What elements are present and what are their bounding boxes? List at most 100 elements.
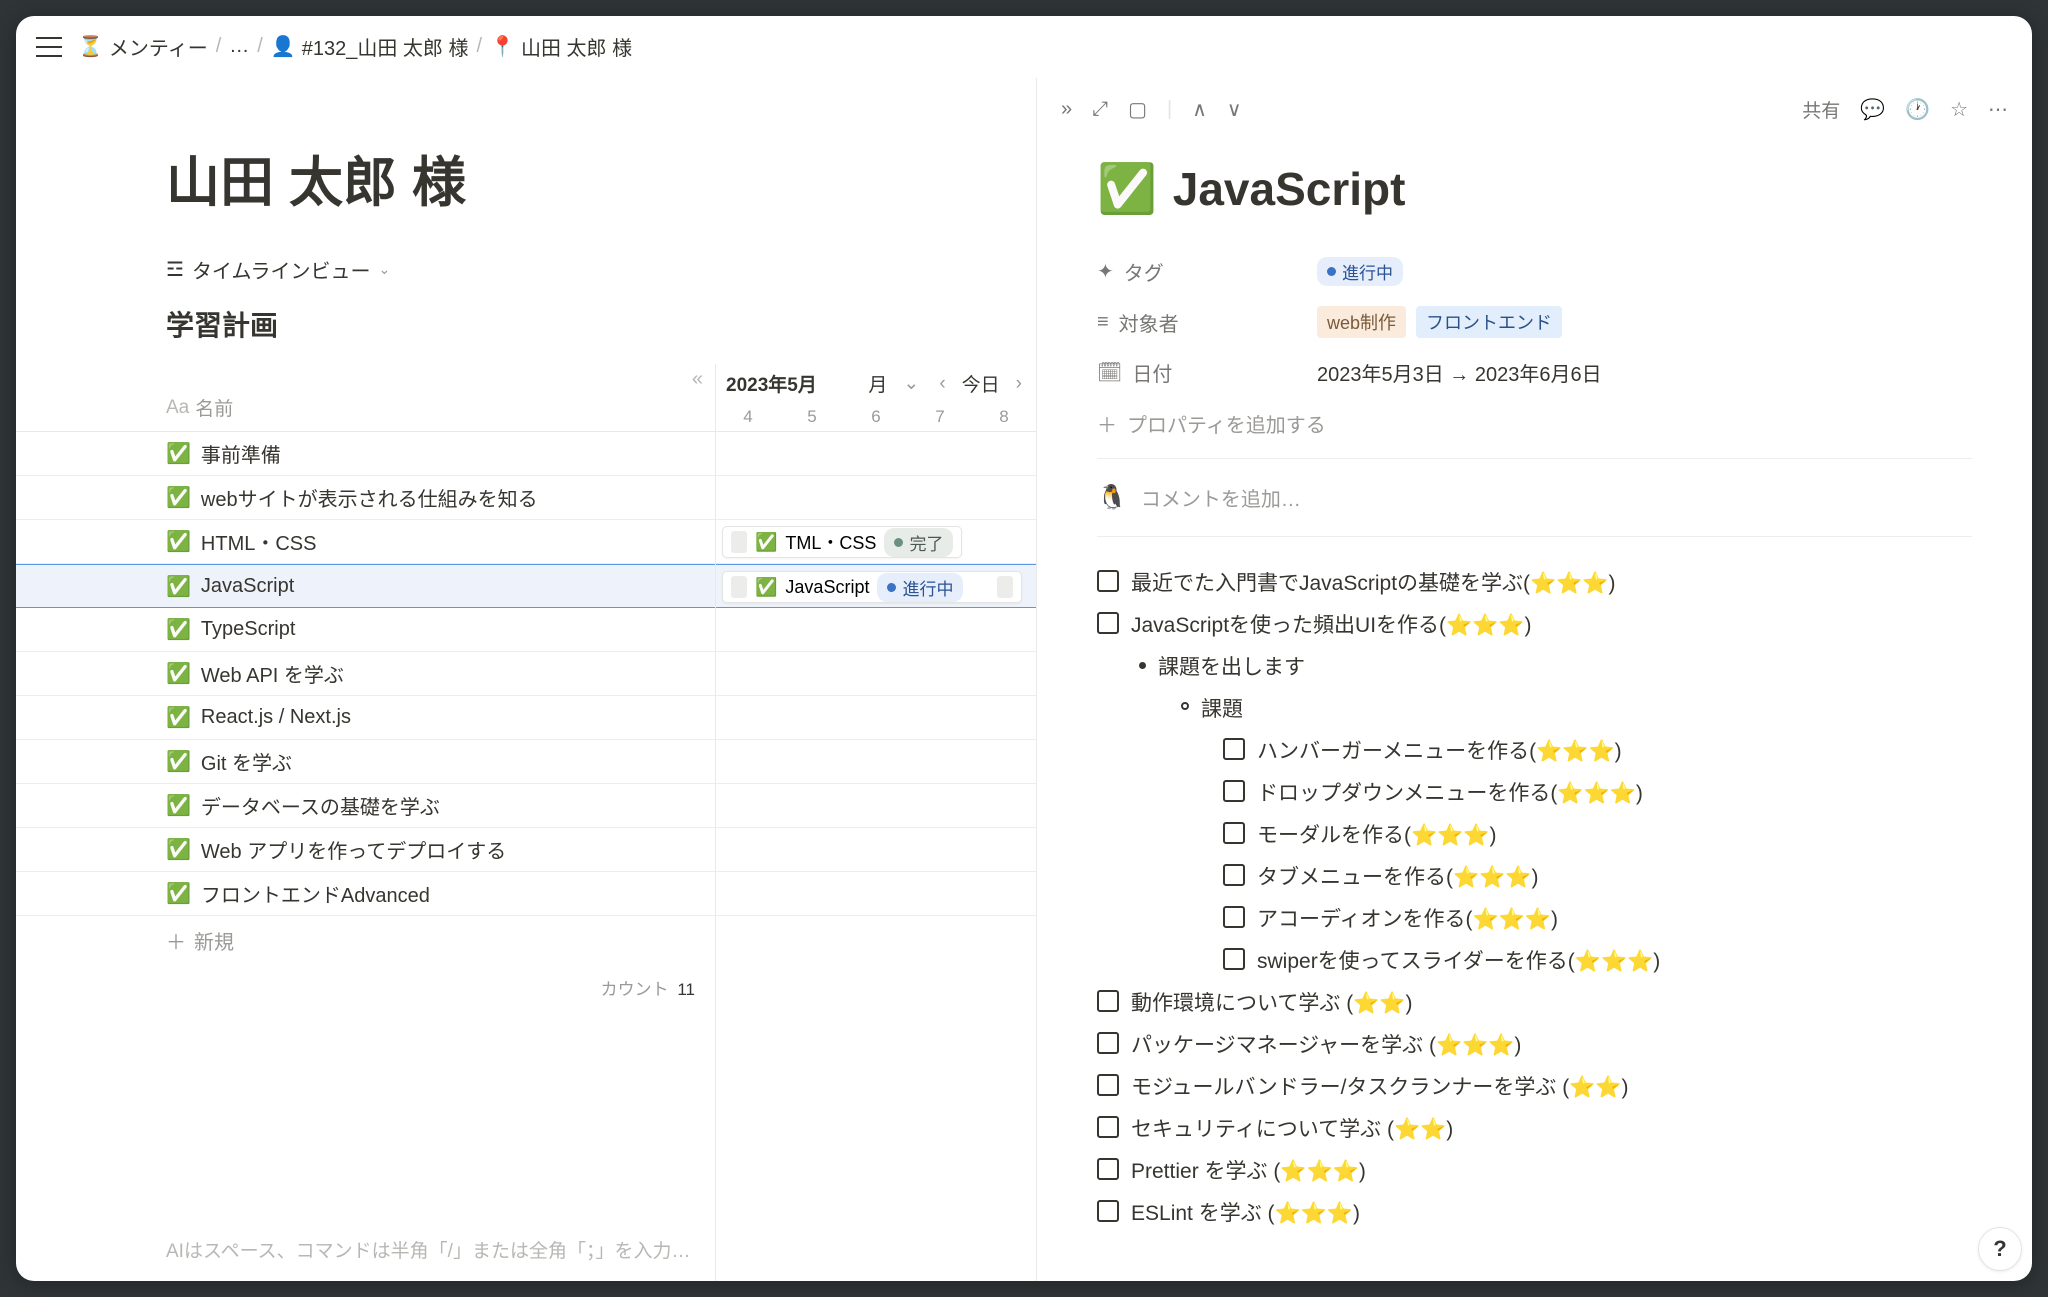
- period-selector[interactable]: 月: [868, 370, 887, 397]
- table-row[interactable]: ✅HTML・CSS: [16, 520, 715, 564]
- checkbox[interactable]: [1223, 906, 1245, 928]
- check-item[interactable]: セキュリティについて学ぶ (⭐⭐): [1097, 1107, 1972, 1149]
- row-label: データベースの基礎を学ぶ: [201, 791, 440, 820]
- down-icon[interactable]: ∨: [1227, 97, 1242, 122]
- today-button[interactable]: 今日: [962, 370, 1000, 397]
- check-item-label: ESLint を学ぶ (⭐⭐⭐): [1131, 1197, 1360, 1227]
- expand-icon[interactable]: »: [1061, 98, 1072, 121]
- new-row-button[interactable]: ＋ 新規: [16, 916, 715, 965]
- checkbox[interactable]: [1223, 780, 1245, 802]
- view-selector[interactable]: ☲ タイムラインビュー ⌄: [16, 247, 1036, 292]
- table-row[interactable]: ✅webサイトが表示される仕組みを知る: [16, 476, 715, 520]
- property-tag[interactable]: ✦ タグ 進行中: [1097, 247, 1972, 296]
- timeline-row[interactable]: [716, 608, 1036, 652]
- timeline-row[interactable]: ✅ TML・CSS 完了: [716, 520, 1036, 564]
- drag-handle-icon[interactable]: [731, 576, 747, 598]
- checkbox[interactable]: [1097, 1074, 1119, 1096]
- database-title: 学習計画: [16, 292, 1036, 364]
- comment-input[interactable]: 🐧 コメントを追加…: [1097, 459, 1972, 537]
- checkbox[interactable]: [1097, 1116, 1119, 1138]
- check-item[interactable]: ESLint を学ぶ (⭐⭐⭐): [1097, 1191, 1972, 1233]
- name-column-header[interactable]: « Aa 名前: [16, 364, 715, 432]
- check-item[interactable]: JavaScriptを使った頻出UIを作る(⭐⭐⭐): [1097, 603, 1972, 645]
- timeline-row[interactable]: [716, 872, 1036, 916]
- breadcrumb-item-4[interactable]: 📍 山田 太郎 様: [490, 32, 632, 61]
- prev-button[interactable]: ‹: [935, 373, 949, 395]
- month-label[interactable]: 2023年5月: [726, 370, 817, 397]
- share-button[interactable]: 共有: [1802, 96, 1840, 123]
- sub-check-item[interactable]: ハンバーガーメニューを作る(⭐⭐⭐): [1097, 729, 1972, 771]
- detail-title: ✅ JavaScript: [1097, 160, 1972, 217]
- breadcrumb-item-3[interactable]: 👤 #132_山田 太郎 様: [271, 32, 469, 61]
- check-icon: ✅: [166, 661, 191, 686]
- drag-handle-icon[interactable]: [997, 576, 1013, 598]
- sub-check-item[interactable]: タブメニューを作る(⭐⭐⭐): [1097, 855, 1972, 897]
- timeline-row[interactable]: [716, 740, 1036, 784]
- timeline-row[interactable]: [716, 784, 1036, 828]
- tag-in-progress[interactable]: 進行中: [1317, 257, 1403, 286]
- chevron-down-icon[interactable]: ⌄: [899, 372, 923, 395]
- timeline-row[interactable]: [716, 476, 1036, 520]
- checkbox[interactable]: [1097, 570, 1119, 592]
- check-item[interactable]: Prettier を学ぶ (⭐⭐⭐): [1097, 1149, 1972, 1191]
- check-icon: ✅: [166, 793, 191, 818]
- add-property-button[interactable]: ＋ プロパティを追加する: [1097, 397, 1972, 459]
- checkbox[interactable]: [1097, 612, 1119, 634]
- drag-handle-icon[interactable]: [731, 531, 747, 553]
- timeline-row[interactable]: ✅ JavaScript 進行中: [716, 564, 1036, 608]
- checkbox[interactable]: [1097, 1032, 1119, 1054]
- chip-frontend[interactable]: フロントエンド: [1416, 306, 1562, 338]
- divider: |: [1167, 98, 1172, 121]
- timeline-row[interactable]: [716, 828, 1036, 872]
- table-row[interactable]: ✅事前準備: [16, 432, 715, 476]
- checkbox[interactable]: [1097, 1158, 1119, 1180]
- property-date[interactable]: 🗓 日付 2023年5月3日 → 2023年6月6日: [1097, 348, 1972, 397]
- star-icon[interactable]: ☆: [1950, 97, 1968, 122]
- more-icon[interactable]: ⋯: [1988, 97, 2008, 122]
- timeline-row[interactable]: [716, 652, 1036, 696]
- clock-icon[interactable]: 🕐: [1905, 97, 1930, 122]
- sub-check-item[interactable]: モーダルを作る(⭐⭐⭐): [1097, 813, 1972, 855]
- table-row[interactable]: ✅フロントエンドAdvanced: [16, 872, 715, 916]
- checkbox[interactable]: [1223, 822, 1245, 844]
- table-row[interactable]: ✅JavaScript: [16, 564, 715, 608]
- sub-check-item[interactable]: ドロップダウンメニューを作る(⭐⭐⭐): [1097, 771, 1972, 813]
- next-button[interactable]: ›: [1012, 373, 1026, 395]
- menu-icon[interactable]: [36, 37, 62, 57]
- check-item[interactable]: パッケージマネージャーを学ぶ (⭐⭐⭐): [1097, 1023, 1972, 1065]
- check-item-label: モーダルを作る(⭐⭐⭐): [1257, 819, 1496, 849]
- timeline-row[interactable]: [716, 432, 1036, 476]
- help-button[interactable]: ?: [1978, 1227, 2022, 1271]
- table-row[interactable]: ✅Web アプリを作ってデプロイする: [16, 828, 715, 872]
- sub-check-item[interactable]: アコーディオンを作る(⭐⭐⭐): [1097, 897, 1972, 939]
- table-row[interactable]: ✅Web API を学ぶ: [16, 652, 715, 696]
- check-icon: ✅: [166, 749, 191, 774]
- table-row[interactable]: ✅React.js / Next.js: [16, 696, 715, 740]
- up-icon[interactable]: ∧: [1192, 97, 1207, 122]
- task-pill-javascript[interactable]: ✅ JavaScript 進行中: [722, 571, 1022, 603]
- table-row[interactable]: ✅Git を学ぶ: [16, 740, 715, 784]
- table-row[interactable]: ✅TypeScript: [16, 608, 715, 652]
- open-full-icon[interactable]: ⤢: [1092, 98, 1108, 121]
- check-item[interactable]: モジュールバンドラー/タスクランナーを学ぶ (⭐⭐): [1097, 1065, 1972, 1107]
- breadcrumb-item-1[interactable]: ⏳ メンティー: [78, 32, 208, 61]
- peek-icon[interactable]: ▢: [1128, 97, 1147, 122]
- sub-check-item[interactable]: swiperを使ってスライダーを作る(⭐⭐⭐): [1097, 939, 1972, 981]
- checkbox[interactable]: [1223, 738, 1245, 760]
- timeline-row[interactable]: [716, 696, 1036, 740]
- check-icon: ✅: [166, 617, 191, 642]
- breadcrumb-ellipsis[interactable]: …: [229, 35, 249, 58]
- comment-icon[interactable]: 💬: [1860, 97, 1885, 122]
- checkbox[interactable]: [1097, 990, 1119, 1012]
- task-pill-htmlcss[interactable]: ✅ TML・CSS 完了: [722, 526, 962, 558]
- check-item[interactable]: 動作環境について学ぶ (⭐⭐): [1097, 981, 1972, 1023]
- table-row[interactable]: ✅ データベースの基礎を学ぶ: [16, 784, 715, 828]
- check-item[interactable]: 最近でた入門書でJavaScriptの基礎を学ぶ(⭐⭐⭐): [1097, 561, 1972, 603]
- property-target[interactable]: ≡ 対象者 web制作 フロントエンド: [1097, 296, 1972, 348]
- collapse-icon[interactable]: «: [692, 368, 703, 391]
- checkbox[interactable]: [1223, 948, 1245, 970]
- checkbox[interactable]: [1097, 1200, 1119, 1222]
- day-header-cell: 5: [780, 407, 844, 427]
- checkbox[interactable]: [1223, 864, 1245, 886]
- chip-web[interactable]: web制作: [1317, 306, 1406, 338]
